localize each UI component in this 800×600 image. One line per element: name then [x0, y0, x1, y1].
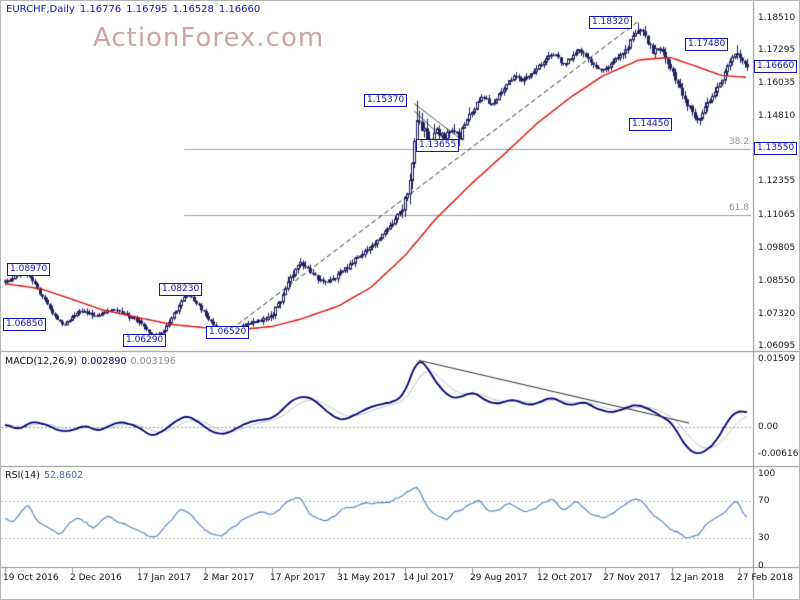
- macd-value-main: 0.002890: [81, 356, 127, 367]
- macd-name: MACD(12,26,9): [5, 356, 78, 367]
- rsi-name: RSI(14): [5, 470, 40, 481]
- rsi-value: 52.8602: [43, 470, 84, 481]
- symbol-timeframe-label: EURCHF,Daily: [6, 4, 75, 15]
- ohlc-low: 1.16528: [172, 4, 214, 15]
- macd-value-signal: 0.003196: [130, 356, 176, 367]
- actionforex-watermark: ActionForex.com: [93, 23, 325, 53]
- chart-header: EURCHF,Daily 1.16776 1.16795 1.16528 1.16660: [6, 4, 265, 15]
- ohlc-close: 1.16660: [218, 4, 261, 15]
- macd-indicator-label: MACD(12,26,9) 0.002890 0.003196: [5, 356, 180, 367]
- rsi-indicator-label: RSI(14) 52.8602: [5, 470, 87, 481]
- ohlc-high: 1.16795: [126, 4, 168, 15]
- ohlc-open: 1.16776: [79, 4, 122, 15]
